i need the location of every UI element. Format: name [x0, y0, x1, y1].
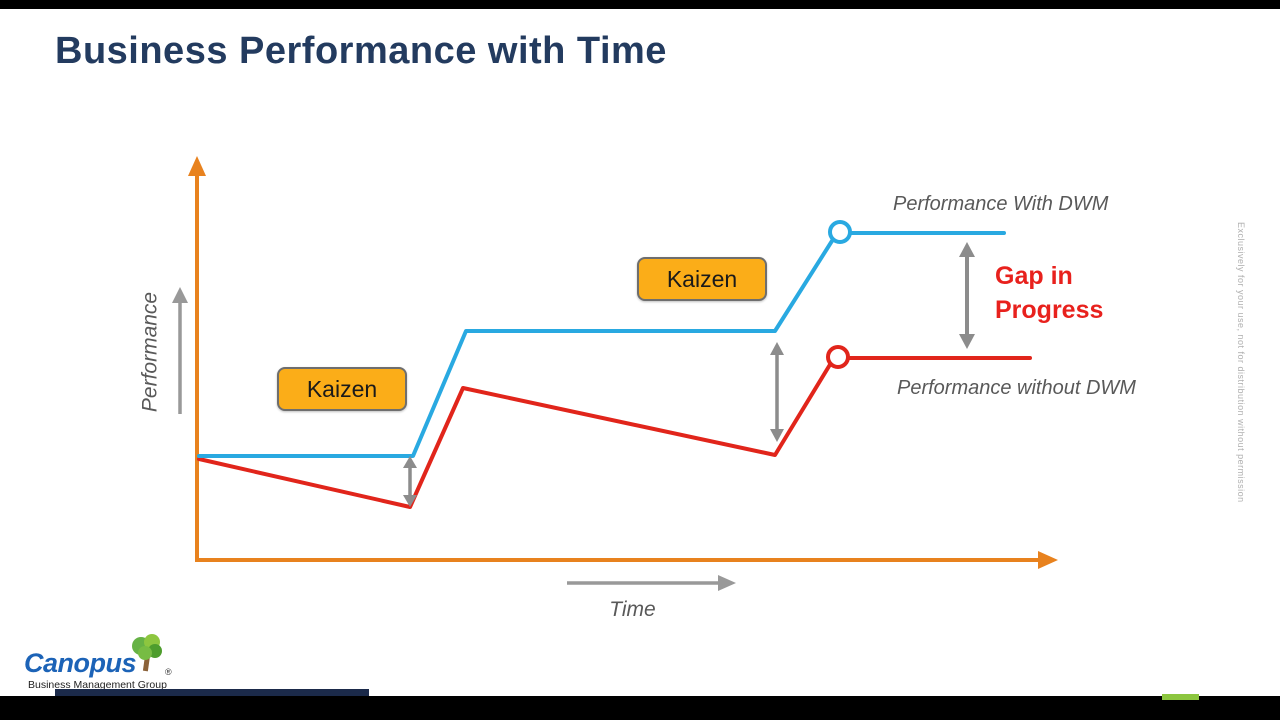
x-axis — [195, 551, 1058, 569]
gap-arrow-2-head-top — [770, 342, 784, 355]
bottom-letterbox-bar — [0, 696, 1280, 720]
series-label-with-dwm: Performance With DWM — [893, 193, 1109, 215]
marker-with-dwm — [828, 220, 852, 244]
footer-navy-strip — [55, 689, 369, 697]
time-direction-arrow — [567, 575, 736, 591]
gap-in-progress-label: Gap in Progress — [995, 262, 1104, 324]
gap-arrow-1-head-top — [403, 456, 417, 468]
line-performance-without-dwm — [197, 356, 1032, 509]
series-label-without-dwm: Performance without DWM — [897, 377, 1136, 399]
time-arrowhead — [718, 575, 736, 591]
y-axis-arrowhead — [188, 156, 206, 176]
gap-arrow-second-kaizen — [770, 342, 784, 442]
gap-arrow-3-head-bottom — [959, 334, 975, 349]
x-axis-label: Time — [609, 598, 656, 621]
top-letterbox-bar — [0, 0, 1280, 9]
line-performance-with-dwm — [197, 231, 1006, 458]
registered-trademark: ® — [165, 667, 172, 677]
gap-arrow-first-kaizen — [403, 456, 417, 507]
y-axis — [188, 156, 206, 562]
gap-arrow-3-head-top — [959, 242, 975, 257]
x-axis-arrowhead — [1038, 551, 1058, 569]
footer-green-strip — [1162, 694, 1199, 700]
marker-without-dwm — [826, 345, 850, 369]
side-watermark-text: Exclusively for your use, not for distri… — [1236, 222, 1246, 503]
performance-arrowhead — [172, 287, 188, 303]
gap-in-progress-arrow — [959, 242, 975, 349]
gap-arrow-2-head-bottom — [770, 429, 784, 442]
slide-title: Business Performance with Time — [55, 30, 667, 72]
canopus-logo: Canopus ® Business Management Group — [24, 633, 172, 691]
logo-tagline: Business Management Group — [28, 679, 167, 691]
performance-direction-arrow — [172, 287, 188, 414]
y-axis-label: Performance — [138, 291, 162, 413]
logo-row: Canopus ® — [24, 633, 172, 679]
kaizen-callout-1: Kaizen — [277, 367, 407, 411]
tree-icon — [132, 634, 163, 672]
logo-wordmark: Canopus — [24, 648, 137, 678]
gap-arrow-1-head-bottom — [403, 495, 417, 507]
kaizen-callout-2: Kaizen — [637, 257, 767, 301]
